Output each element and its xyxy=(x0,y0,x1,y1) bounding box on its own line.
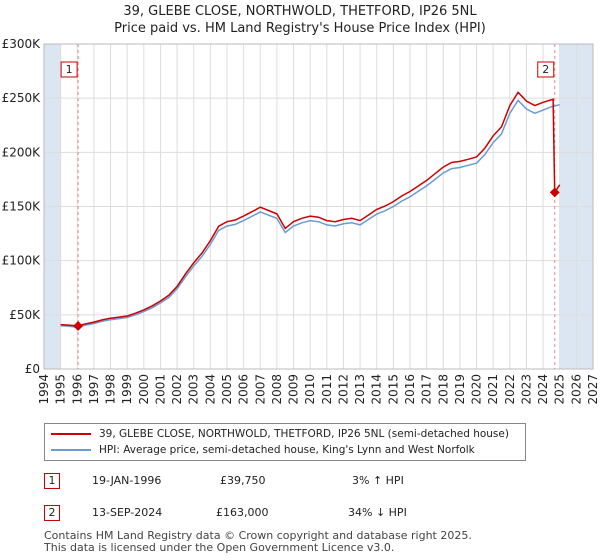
x-tick-label: 1999 xyxy=(120,374,134,405)
x-tick-label: 2014 xyxy=(370,374,384,405)
x-tick-label: 2018 xyxy=(436,374,450,405)
y-tick-label: £0 xyxy=(25,362,40,376)
x-tick-label: 2005 xyxy=(220,374,234,405)
legend-item-hpi: HPI: Average price, semi-detached house,… xyxy=(51,442,475,458)
x-tick-label: 2003 xyxy=(187,374,201,405)
sale-point-2 xyxy=(549,187,560,198)
price-paid-line xyxy=(60,91,561,327)
x-tick-label: 2011 xyxy=(320,374,334,405)
x-tick-label: 2013 xyxy=(353,374,367,405)
legend: 39, GLEBE CLOSE, NORTHWOLD, THETFORD, IP… xyxy=(44,423,526,461)
x-tick-label: 2024 xyxy=(536,374,550,405)
chart-title: 39, GLEBE CLOSE, NORTHWOLD, THETFORD, IP… xyxy=(123,4,477,19)
x-tick-label: 2023 xyxy=(519,374,533,405)
sale-price-1: £39,750 xyxy=(220,474,266,487)
y-tick-label: £250K xyxy=(2,91,42,105)
x-tick-label: 2001 xyxy=(153,374,167,405)
legend-swatch-hpi xyxy=(51,449,91,451)
x-tick-label: 2027 xyxy=(586,374,600,405)
legend-swatch-price-paid xyxy=(51,433,91,435)
footer-licence: This data is licensed under the Open Gov… xyxy=(44,541,395,554)
x-tick-label: 2026 xyxy=(569,374,583,405)
hpi-line xyxy=(60,99,560,329)
sale-price-2: £163,000 xyxy=(216,506,269,519)
x-tick-label: 2021 xyxy=(486,374,500,405)
x-tick-label: 2009 xyxy=(287,374,301,405)
y-tick-label: £100K xyxy=(2,254,42,268)
footer: Contains HM Land Registry data © Crown c… xyxy=(44,530,472,554)
x-tick-label: 1995 xyxy=(54,374,68,405)
sale-marker-box-1: 1 xyxy=(44,473,60,489)
footer-copyright: Contains HM Land Registry data © Crown c… xyxy=(44,529,472,542)
x-tick-label: 1998 xyxy=(104,374,118,405)
x-tick-label: 2015 xyxy=(386,374,400,405)
sale-marker-box-2: 2 xyxy=(44,505,60,521)
x-tick-label: 2012 xyxy=(336,374,350,405)
y-tick-label: £150K xyxy=(2,200,42,214)
sale-date-2: 13-SEP-2024 xyxy=(92,506,163,519)
sale-hpi-change-2: 34% ↓ HPI xyxy=(348,506,407,519)
x-tick-label: 2008 xyxy=(270,374,284,405)
legend-label-price-paid: 39, GLEBE CLOSE, NORTHWOLD, THETFORD, IP… xyxy=(99,428,509,440)
sale-label-1: 1 xyxy=(66,63,73,76)
sale-label-box-2 xyxy=(537,61,555,78)
x-tick-label: 2019 xyxy=(453,374,467,405)
chart-subtitle: Price paid vs. HM Land Registry's House … xyxy=(114,21,486,36)
x-tick-label: 2002 xyxy=(170,374,184,405)
x-tick-label: 2025 xyxy=(553,374,567,405)
x-tick-label: 2007 xyxy=(253,374,267,405)
plot-border xyxy=(43,43,594,370)
x-tick-label: 1997 xyxy=(87,374,101,405)
sale-label-2: 2 xyxy=(542,63,549,76)
sale-label-box-1 xyxy=(60,61,78,78)
x-tick-label: 1994 xyxy=(37,374,51,405)
x-tick-label: 2006 xyxy=(237,374,251,405)
x-tick-label: 2000 xyxy=(137,374,151,405)
sale-hpi-change-1: 3% ↑ HPI xyxy=(352,474,404,487)
legend-item-price-paid: 39, GLEBE CLOSE, NORTHWOLD, THETFORD, IP… xyxy=(51,426,509,442)
y-tick-label: £300K xyxy=(2,37,42,51)
x-tick-label: 2020 xyxy=(470,374,484,405)
x-tick-label: 2004 xyxy=(203,374,217,405)
x-tick-label: 2017 xyxy=(420,374,434,405)
x-tick-label: 2010 xyxy=(303,374,317,405)
sale-date-1: 19-JAN-1996 xyxy=(92,474,162,487)
legend-label-hpi: HPI: Average price, semi-detached house,… xyxy=(99,444,475,456)
y-tick-label: £50K xyxy=(9,308,41,322)
y-tick-label: £200K xyxy=(2,145,42,159)
x-tick-label: 2016 xyxy=(403,374,417,405)
x-tick-label: 1996 xyxy=(70,374,84,405)
x-tick-label: 2022 xyxy=(503,374,517,405)
